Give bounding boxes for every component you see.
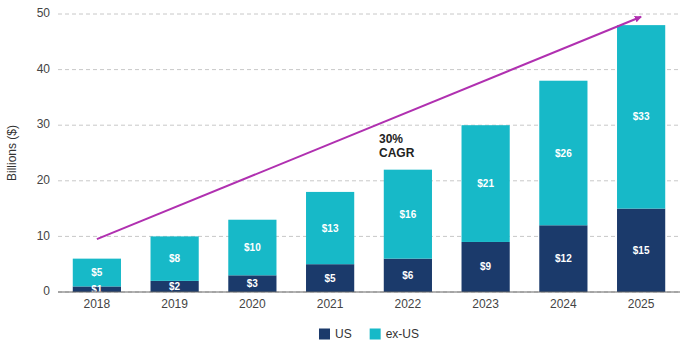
legend-item: US (319, 327, 352, 341)
x-tick-label: 2020 (239, 297, 266, 311)
annotation-text: 30%CAGR (379, 132, 415, 160)
x-tick-label: 2021 (317, 297, 344, 311)
data-labels: $1 $2 $3 $5 $6 $9 $12 $15 $5 $8 $10 $13 $16 $21 $26 $33 (91, 111, 650, 294)
bar (306, 192, 354, 264)
bar (384, 170, 432, 259)
y-axis-label: Billions ($) (5, 125, 19, 181)
legend-label: ex-US (386, 327, 419, 341)
data-label: $8 (169, 253, 181, 264)
x-tick-label: 2023 (472, 297, 499, 311)
data-label: $9 (480, 261, 492, 272)
data-label: $15 (633, 245, 650, 256)
annotation-line: CAGR (379, 146, 415, 160)
x-tick-label: 2024 (550, 297, 577, 311)
cagr-arrow (97, 17, 641, 239)
x-tick-label: 2019 (161, 297, 188, 311)
bar (228, 220, 276, 276)
legend-item: ex-US (370, 327, 419, 341)
grid-line (58, 292, 680, 293)
y-tick-label: 10 (37, 229, 51, 243)
legend-label: US (335, 327, 352, 341)
bar (228, 275, 276, 292)
data-label: $13 (322, 223, 339, 234)
y-tick-label: 20 (37, 173, 51, 187)
data-label: $21 (477, 178, 494, 189)
chart: 01020304050Billions ($)$1$2$3$5$6$9$12$1… (0, 0, 700, 350)
grid-line (58, 14, 680, 15)
grid-line (58, 69, 680, 70)
x-ticks: 2018 2019 2020 2021 2022 2023 2024 2025 (84, 297, 655, 311)
bar (151, 281, 199, 292)
bar (384, 259, 432, 292)
x-tick-label: 2018 (84, 297, 111, 311)
bar (73, 259, 121, 287)
data-label: $6 (402, 270, 414, 281)
grid (58, 14, 680, 292)
legend-swatch (319, 329, 330, 340)
data-label: $33 (633, 111, 650, 122)
bar (462, 242, 510, 292)
data-label: $5 (91, 267, 103, 278)
data-label: $5 (325, 273, 337, 284)
data-label: $1 (91, 284, 103, 295)
bar (151, 236, 199, 280)
y-ticks: 0 10 20 30 40 50 (37, 6, 51, 298)
annotation: 30%CAGR (97, 17, 641, 239)
data-label: $2 (169, 281, 181, 292)
x-tick-label: 2025 (628, 297, 655, 311)
y-tick-label: 40 (37, 62, 51, 76)
bar (306, 264, 354, 292)
bar (617, 25, 665, 208)
legend: US ex-US (319, 327, 419, 341)
data-label: $10 (244, 242, 261, 253)
bar (462, 125, 510, 242)
bar (539, 81, 587, 226)
y-tick-label: 0 (43, 284, 50, 298)
bars (73, 25, 665, 292)
data-label: $12 (555, 253, 572, 264)
bar (539, 225, 587, 292)
legend-swatch (370, 329, 381, 340)
data-label: $3 (247, 278, 259, 289)
data-label: $26 (555, 148, 572, 159)
annotation-line: 30% (379, 132, 403, 146)
x-axis-line (58, 292, 680, 293)
data-label: $16 (400, 209, 417, 220)
bar (617, 209, 665, 292)
y-tick-label: 30 (37, 117, 51, 131)
y-tick-label: 50 (37, 6, 51, 20)
x-tick-label: 2022 (395, 297, 422, 311)
